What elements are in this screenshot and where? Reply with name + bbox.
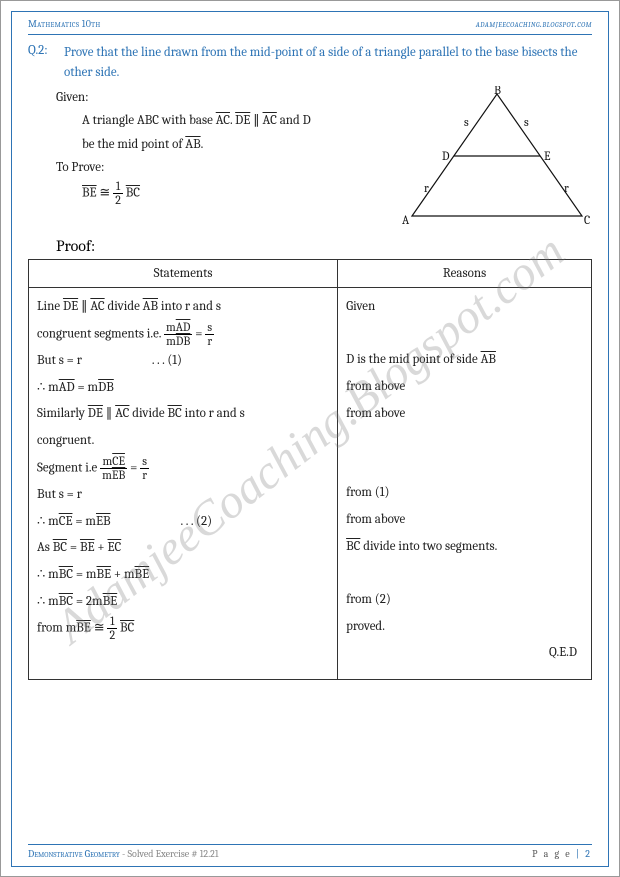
given-toprove: Given: A triangle ABC with base AC. DE ∥… (28, 86, 402, 235)
given-label: Given: (56, 86, 402, 109)
col-reasons-head: Reasons (338, 260, 591, 287)
proof-label: Proof: (20, 237, 592, 255)
reasons-cell: Given D is the mid point of side AB from… (338, 288, 591, 679)
page: AdamjeeCoaching.Blogspot.com Mathematics… (0, 0, 620, 877)
footer-right: P a g e | 2 (532, 848, 592, 860)
svg-text:E: E (544, 149, 551, 163)
question-number: Q.2: (28, 43, 64, 82)
header-right: adamjeecoaching.blogspot.com (476, 18, 592, 30)
footer-left: Demonstrative Geometry - Solved Exercise… (28, 848, 219, 860)
svg-text:s: s (524, 115, 529, 129)
svg-text:C: C (584, 213, 590, 227)
svg-text:s: s (464, 115, 469, 129)
proof-table-body: Line DE ∥ AC divide AB into r and s cong… (29, 288, 591, 679)
header-left: Mathematics 10th (28, 18, 101, 30)
question-row: Q.2: Prove that the line drawn from the … (28, 43, 592, 82)
question-text: Prove that the line drawn from the mid-p… (64, 43, 592, 82)
triangle-svg: B A C D E s s r r (402, 86, 592, 231)
proof-table-head: Statements Reasons (29, 260, 591, 288)
given-line1: A triangle ABC with base AC. DE ∥ AC and… (64, 109, 402, 132)
toprove-eq: BE ≅ 12 BC (64, 180, 402, 207)
page-header: Mathematics 10th adamjeecoaching.blogspo… (28, 18, 592, 35)
toprove-label: To Prove: (56, 156, 402, 179)
proof-table: Statements Reasons Line DE ∥ AC divide A… (28, 259, 592, 680)
col-statements-head: Statements (29, 260, 338, 287)
page-inner: AdamjeeCoaching.Blogspot.com Mathematics… (11, 11, 609, 867)
content-area: Given: A triangle ABC with base AC. DE ∥… (28, 86, 592, 235)
svg-text:A: A (402, 213, 410, 227)
svg-text:D: D (442, 149, 450, 163)
statements-cell: Line DE ∥ AC divide AB into r and s cong… (29, 288, 338, 679)
svg-text:r: r (564, 181, 569, 195)
page-footer: Demonstrative Geometry - Solved Exercise… (28, 844, 592, 860)
qed: Q.E.D (346, 640, 583, 667)
svg-text:B: B (494, 86, 501, 97)
triangle-diagram: B A C D E s s r r (402, 86, 592, 235)
svg-text:r: r (424, 181, 429, 195)
given-line2: be the mid point of AB. (64, 133, 402, 156)
